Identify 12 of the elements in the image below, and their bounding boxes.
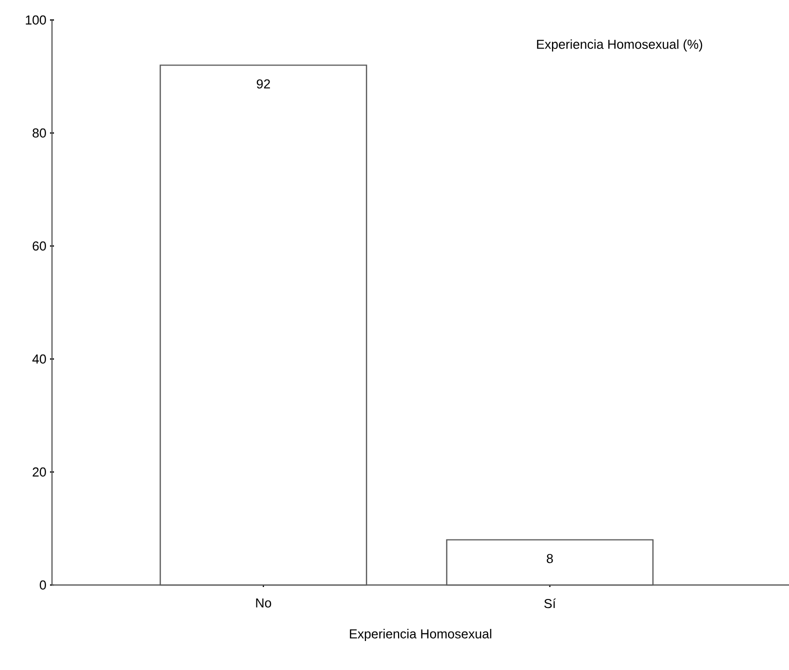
data-label: 92 [256, 79, 270, 89]
x-tick-label: No [256, 598, 272, 608]
y-tick-label: 20 [32, 467, 46, 477]
x-axis-title: Experiencia Homosexual [350, 628, 492, 642]
x-tick-label: Sí [544, 598, 556, 608]
data-label: 8 [546, 554, 553, 564]
y-tick-label: 0 [40, 580, 46, 590]
y-tick-label: 80 [32, 128, 46, 138]
text: Experiencia Homosexual (%) [537, 39, 702, 52]
y-tick-label: 100 [26, 15, 46, 25]
y-tick-label: 60 [32, 241, 46, 251]
y-tick-label: 40 [32, 354, 46, 364]
